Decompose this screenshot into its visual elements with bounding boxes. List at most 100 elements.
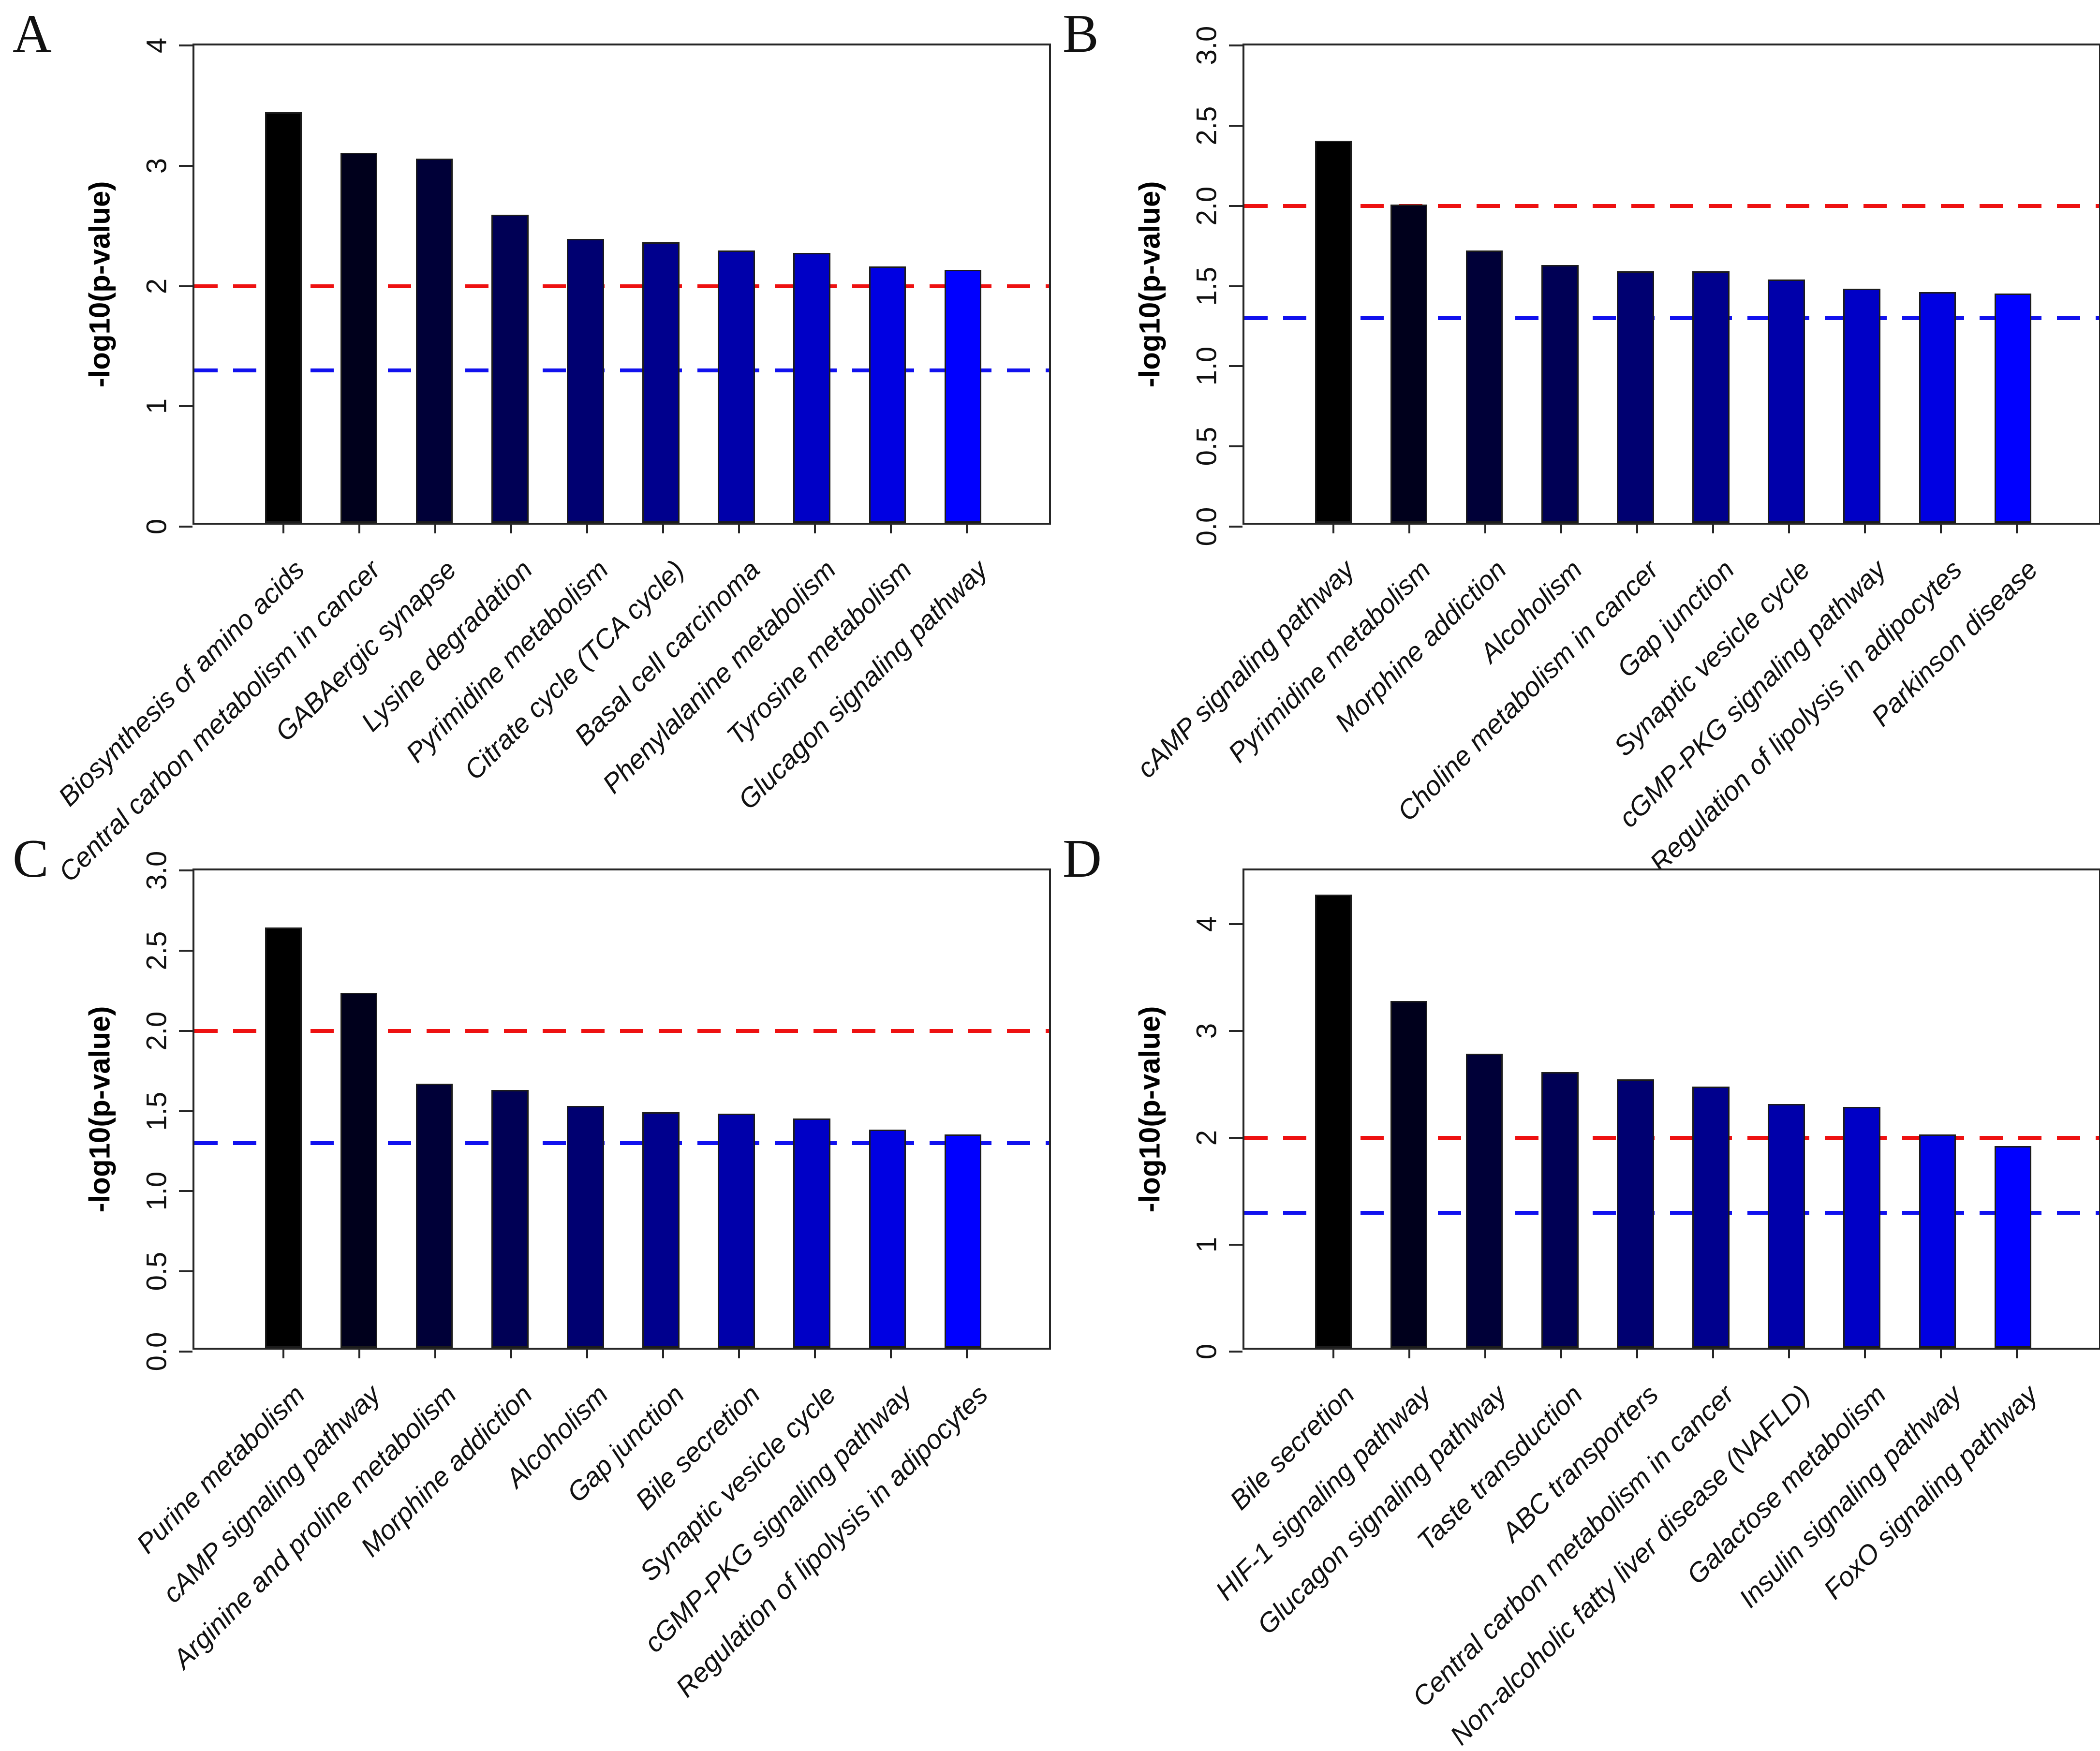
red-threshold-line [1244, 204, 2099, 208]
bar-slot [1673, 45, 1748, 523]
x-axis-tick [1863, 523, 1866, 533]
bar-slot [397, 45, 472, 523]
x-axis-tick [1408, 1348, 1411, 1358]
x-axis-tick [1712, 1348, 1714, 1358]
x-axis-tick [282, 523, 285, 533]
y-axis-tick [1229, 1136, 1242, 1139]
y-axis-tick [179, 949, 192, 952]
y-axis-tick [179, 1270, 192, 1273]
y-axis-tick-label: 4 [1191, 916, 1223, 932]
bars-container [194, 870, 1049, 1348]
bar-pyrimidine-metabolism [567, 238, 604, 523]
bar-slot [1975, 45, 2051, 523]
bar-slot [547, 45, 623, 523]
bar-choline-metabolism-in-cancer [1617, 271, 1654, 523]
bar-insulin-signaling-pathway [1919, 1134, 1956, 1348]
x-axis-tick [510, 523, 513, 533]
bar-slot [850, 870, 925, 1348]
y-axis-tick [1229, 526, 1242, 528]
bar-slot [699, 45, 774, 523]
y-axis-tick [1229, 1351, 1242, 1353]
figure-grid: A -log10(p-value) 0 1 2 3 4 Biosynthesis of a… [13, 0, 2100, 1751]
bar-slot [1749, 870, 1824, 1348]
y-axis-tick [1229, 205, 1242, 207]
y-axis-tick-label: 1.5 [1191, 266, 1223, 306]
bar-camp-signaling-pathway [340, 993, 378, 1348]
x-axis-tick [1332, 523, 1335, 533]
bar-slot [623, 45, 698, 523]
bar-gabaergic-synapse [415, 159, 453, 523]
y-axis-title: -log10(p-value) [1133, 1006, 1166, 1212]
x-axis-tick [889, 1348, 892, 1358]
bar-camp-signaling-pathway [1315, 141, 1352, 523]
x-axis-tick [358, 1348, 361, 1358]
y-axis-tick-label: 2 [1191, 1130, 1223, 1146]
plot-area-B: -log10(p-value) 0.0 0.5 1.0 1.5 2.0 2.5 3.0 [1134, 26, 2100, 546]
y-axis-tick-label: 2.0 [1191, 186, 1223, 225]
panel-letter-A: A [13, 4, 52, 64]
bar-synaptic-vesicle-cycle [793, 1118, 830, 1348]
plot-area-C: -log10(p-value) 0.0 0.5 1.0 1.5 2.0 2.5 3.0 [84, 851, 1051, 1371]
y-axis-title: -log10(p-value) [83, 181, 116, 387]
bar-slot [1597, 45, 1673, 523]
y-axis-tick [1229, 124, 1242, 127]
x-axis-tick [1560, 523, 1563, 533]
y-axis-tick-label: 1.5 [141, 1091, 173, 1131]
y-axis-tick [179, 1030, 192, 1032]
y-axis-tick-label: 3 [1191, 1023, 1223, 1039]
x-axis-tick [1939, 1348, 1942, 1358]
red-threshold-line [194, 284, 1049, 288]
bar-slot [246, 45, 321, 523]
bar-foxo-signaling-pathway [1994, 1146, 2032, 1348]
x-axis-tick [586, 523, 589, 533]
bar-slot [397, 870, 472, 1348]
bar-slot [1371, 870, 1447, 1348]
bar-tyrosine-metabolism [869, 266, 906, 523]
y-axis-tick-label: 2.5 [1191, 106, 1223, 146]
x-axis-tick [1636, 523, 1639, 533]
bar-taste-transduction [1541, 1072, 1579, 1348]
bar-slot [1371, 45, 1447, 523]
bar-slot [699, 870, 774, 1348]
panel-B: B -log10(p-value) 0.0 0.5 1.0 1.5 2.0 2.5 3.0 c… [1050, 0, 2100, 878]
bar-slot [1900, 45, 1975, 523]
x-axis-tick [1560, 1348, 1563, 1358]
bar-citrate-cycle-tca-cycle [642, 242, 680, 523]
bar-morphine-addiction [1465, 250, 1503, 523]
x-axis-tick [662, 523, 664, 533]
y-axis-tick [1229, 365, 1242, 368]
y-axis-tick-label: 2 [141, 278, 173, 294]
bar-slot [623, 870, 698, 1348]
x-axis-tick [1636, 1348, 1639, 1358]
bar-basal-cell-carcinoma [718, 250, 755, 523]
x-axis-tick [1484, 523, 1487, 533]
x-axis-tick [738, 1348, 740, 1358]
y-axis-tick-label: 0.5 [1191, 427, 1223, 466]
bar-central-carbon-metabolism-in-cancer [340, 153, 378, 523]
x-axis-tick [662, 1348, 664, 1358]
y-axis-tick [179, 405, 192, 408]
bar-lysine-degradation [491, 215, 529, 523]
bar-biosynthesis-of-amino-acids [265, 112, 302, 523]
bar-slot [774, 45, 850, 523]
bar-slot [1522, 870, 1597, 1348]
y-axis-tick-label: 1 [141, 398, 173, 414]
panel-letter-B: B [1063, 4, 1099, 64]
bar-regulation-of-lipolysis-in-adipocytes [944, 1134, 982, 1348]
bar-non-alcoholic-fatty-liver-disease-nafld [1768, 1104, 1805, 1348]
x-axis-labels-A: Biosynthesis of amino acids Central carbo… [53, 540, 1051, 887]
bar-slot [321, 870, 397, 1348]
plot-area-D: -log10(p-value) 0 1 2 3 4 [1134, 868, 2100, 1359]
bar-slot [1296, 45, 1371, 523]
x-axis-tick [1863, 1348, 1866, 1358]
bar-slot [1597, 870, 1673, 1348]
bar-slot [774, 870, 850, 1348]
y-axis-tick [179, 1110, 192, 1112]
red-threshold-line [194, 1029, 1049, 1033]
blue-threshold-line [194, 368, 1049, 372]
bar-phenylalanine-metabolism [793, 253, 830, 523]
bar-slot [246, 870, 321, 1348]
bars-container [194, 45, 1049, 523]
y-axis-tick [1229, 285, 1242, 287]
y-axis-tick-label: 2.0 [141, 1011, 173, 1050]
